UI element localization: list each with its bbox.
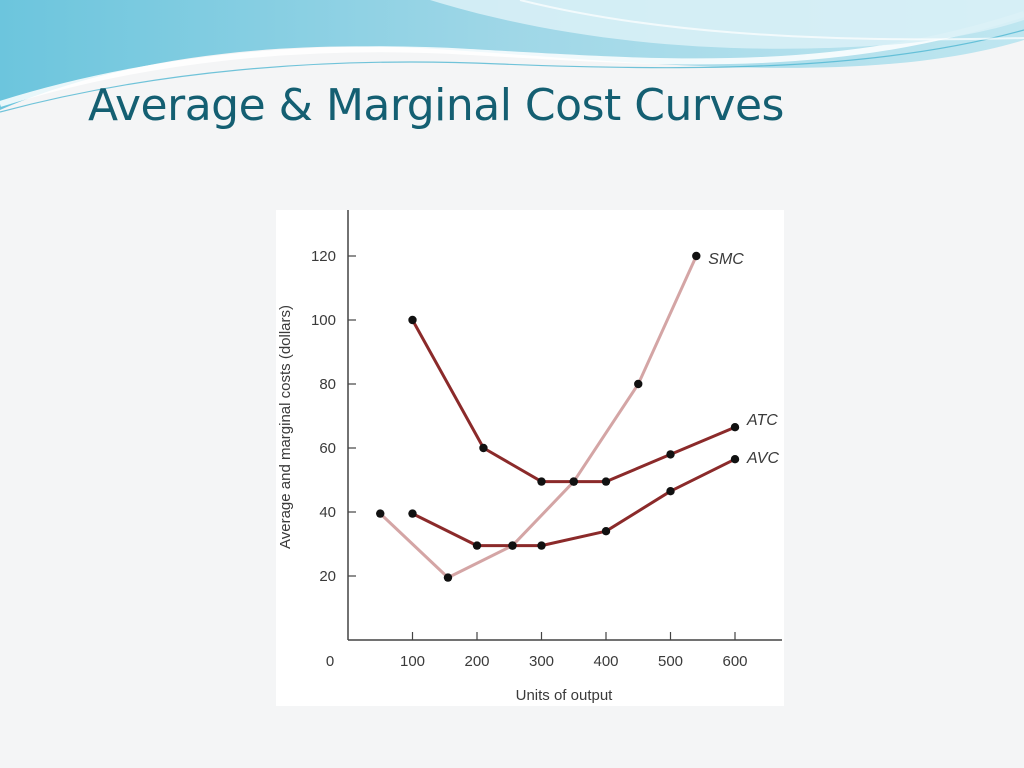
y-tick-label: 100 [311, 312, 336, 329]
data-point-smc [443, 573, 453, 582]
x-tick-label: 500 [658, 653, 683, 670]
y-tick-label: 40 [319, 504, 336, 521]
series-label-smc: SMC [708, 251, 744, 268]
x-axis-label: Units of output [516, 687, 614, 704]
data-point-smc [692, 251, 701, 261]
series-line-avc [411, 457, 737, 548]
y-tick-label: 120 [311, 248, 336, 265]
series-line-atc [411, 318, 737, 484]
data-point-avc [666, 487, 675, 496]
data-point-atc [479, 443, 488, 453]
series-label-atc: ATC [746, 412, 778, 429]
x-tick-label: 600 [722, 653, 747, 670]
data-point-atc [666, 450, 675, 459]
data-point-atc [601, 477, 611, 486]
cost-curves-chart: 20 40 60 80 100 120 0 100 200 300 400 500 600 Units o… [277, 210, 782, 704]
y-tick-label: 60 [319, 440, 336, 457]
series-label-avc: AVC [746, 450, 779, 467]
data-point-smc [634, 379, 643, 389]
x-tick-label: 200 [464, 653, 489, 670]
data-point-avc [537, 541, 546, 550]
header-wave-decoration [0, 0, 1024, 113]
data-point-atc [730, 423, 740, 432]
y-tick-label: 80 [319, 376, 336, 393]
data-point-smc [376, 509, 385, 518]
data-point-atc [408, 315, 417, 325]
slide-title: Average & Marginal Cost Curves [88, 80, 784, 131]
x-tick-label: 100 [400, 653, 425, 670]
data-point-avc [472, 541, 482, 550]
data-point-avc [601, 527, 611, 536]
data-point-avc [408, 509, 417, 518]
series-line-smc [378, 254, 698, 580]
chart-panel: 20 40 60 80 100 120 0 100 200 300 400 500 600 Units o… [276, 210, 784, 706]
data-point-atc [537, 477, 546, 486]
data-point-smc [508, 541, 517, 550]
y-axis-label: Average and marginal costs (dollars) [277, 305, 294, 549]
data-point-smc [569, 477, 578, 486]
x-tick-label: 300 [529, 653, 554, 670]
y-tick-label: 20 [319, 568, 336, 585]
x-tick-label: 0 [326, 653, 334, 670]
x-tick-label: 400 [593, 653, 618, 670]
data-point-avc [730, 455, 740, 464]
